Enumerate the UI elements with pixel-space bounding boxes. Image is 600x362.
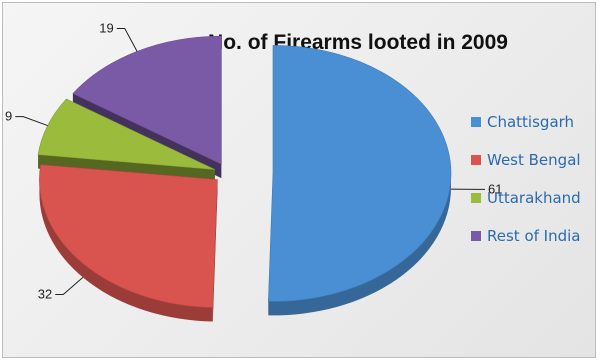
legend-item-west-bengal: West Bengal [471,151,581,169]
legend: Chattisgarh West Bengal Uttarakhand Rest of… [471,113,581,245]
pie-chart: No. of Firearms looted in 2009 61 32 9 19 C… [5,20,581,322]
data-label-chattisgarh: 61 [488,181,502,196]
legend-swatch-west-bengal [471,155,481,165]
legend-label-rest-of-india: Rest of India [487,227,580,245]
pie-slice-west-bengal [39,164,218,322]
legend-swatch-uttarakhand [471,193,481,203]
data-label-uttarakhand: 9 [5,109,12,124]
pie-slice-chattisgarh [268,45,452,316]
legend-label-chattisgarh: Chattisgarh [487,113,574,131]
legend-item-uttarakhand: Uttarakhand [471,189,581,207]
leader-line-rest-of-india [116,27,138,52]
data-label-west-bengal: 32 [38,286,52,301]
legend-label-uttarakhand: Uttarakhand [487,189,581,207]
legend-swatch-chattisgarh [471,117,481,127]
chart-title: No. of Firearms looted in 2009 [208,31,508,54]
leader-line-west-bengal [55,277,84,295]
legend-item-chattisgarh: Chattisgarh [471,113,574,131]
legend-swatch-rest-of-india [471,231,481,241]
pie-slices [37,35,452,322]
leader-line-uttarakhand [15,116,48,127]
legend-item-rest-of-india: Rest of India [471,227,580,245]
chart-frame: No. of Firearms looted in 2009 61 32 9 19 C… [2,2,596,358]
data-labels: 61 32 9 19 [5,20,502,301]
data-label-rest-of-india: 19 [99,20,113,35]
legend-label-west-bengal: West Bengal [487,151,581,169]
